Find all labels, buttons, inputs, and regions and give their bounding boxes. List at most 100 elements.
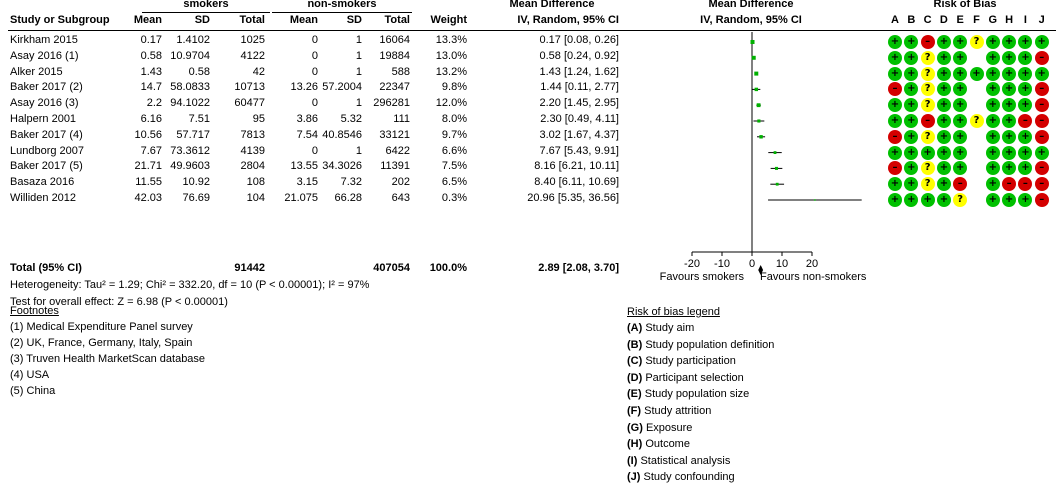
legend-item: (F) Study attrition	[627, 405, 711, 417]
legend-key: (I)	[627, 454, 638, 467]
study-name: Williden 2012	[10, 192, 77, 204]
heterogeneity-text: Heterogeneity: Tau² = 1.29; Chi² = 332.2…	[10, 279, 370, 291]
rob-dot-c: +	[920, 145, 935, 160]
md-ci: 0.58 [0.24, 0.92]	[539, 49, 619, 62]
md-header-plot: Mean Difference	[708, 0, 794, 10]
rob-dot-a: +	[888, 50, 902, 65]
mean-smokers: 42.03	[134, 192, 162, 204]
rob-dot-c: –	[920, 114, 935, 128]
md-ci: 0.17 [0.08, 0.26]	[539, 34, 619, 46]
rob-dot-g: +	[985, 145, 1000, 160]
study-name: Baker 2017 (5)	[10, 160, 83, 173]
legend-key: (H)	[627, 438, 643, 451]
weight: 6.5%	[441, 176, 467, 189]
mean-nonsmokers: 0	[311, 49, 318, 62]
study-name: Kirkham 2015	[10, 34, 78, 46]
total-nonsmokers: 588	[391, 65, 410, 78]
weight: 8.0%	[441, 113, 467, 125]
sd-smokers: 73.3612	[170, 144, 210, 157]
rob-dot-c: ?	[920, 98, 935, 113]
mean-nonsmokers: 3.15	[296, 176, 318, 189]
rob-dot-i: +	[1018, 193, 1033, 207]
sd-smokers: 10.9704	[170, 49, 210, 62]
rob-dot-g: +	[985, 129, 1000, 144]
md-ci: 2.30 [0.49, 4.11]	[540, 113, 619, 125]
rob-dot-a: +	[888, 114, 902, 128]
point-estimate	[750, 39, 755, 45]
rob-dot-h: +	[1002, 193, 1017, 207]
rob-dot-g: +	[985, 50, 1000, 65]
mean-nonsmokers: 13.26	[290, 81, 318, 94]
rob-header: Risk of Bias	[933, 0, 997, 10]
rob-dot-d: +	[936, 66, 951, 81]
rob-dot-i: +	[1018, 50, 1033, 65]
total-nonsmokers: 643	[391, 192, 410, 204]
rob-dot-a: +	[888, 193, 902, 207]
legend-key: (G)	[627, 421, 643, 434]
sd-nonsmokers: 1	[355, 65, 362, 78]
legend-key: (D)	[627, 371, 643, 384]
md-ci: 8.40 [6.11, 10.69]	[534, 176, 619, 189]
legend-text: Study aim	[642, 322, 695, 334]
rob-dot-c: ?	[920, 129, 935, 144]
total-nonsmokers: 16064	[379, 34, 410, 46]
rob-dot-j: –	[1034, 98, 1049, 113]
rob-dot-i: +	[1018, 82, 1033, 97]
footnote: (2) UK, France, Germany, Italy, Spain	[10, 337, 193, 349]
footnote: (5) China	[10, 385, 56, 397]
mean-smokers: 2.2	[146, 97, 162, 110]
mean-nonsmokers: 13.55	[290, 160, 318, 173]
footnotes-title: Footnotes	[10, 305, 59, 317]
rob-dot-c: +	[920, 193, 935, 207]
rob-dot-f: ?	[969, 114, 984, 128]
md-ci: 2.20 [1.45, 2.95]	[539, 97, 619, 110]
sd-nonsmokers: 66.28	[334, 192, 362, 204]
rob-dot-b: +	[904, 161, 919, 176]
mean-smokers: 6.16	[140, 113, 162, 125]
rob-dot-g: +	[985, 177, 1000, 192]
rob-dot-a: +	[888, 145, 902, 160]
rob-dot-g: +	[985, 114, 1000, 128]
rob-dot-e: +	[953, 82, 968, 97]
point-estimate	[756, 103, 761, 108]
non-smokers-header: non-smokers	[307, 0, 377, 10]
rob-dot-h: +	[1002, 82, 1017, 97]
md-ci: 8.16 [6.21, 10.11]	[534, 160, 619, 173]
weight: 6.6%	[441, 144, 467, 157]
x-tick-label: -10	[714, 258, 730, 270]
x-tick-label: 20	[806, 258, 818, 270]
legend-item: (B) Study population definition	[627, 339, 774, 351]
total-smokers: 95	[252, 113, 265, 125]
mean-nonsmokers: 3.86	[296, 113, 318, 125]
study-name: Lundborg 2007	[10, 144, 85, 157]
legend-item: (I) Statistical analysis	[627, 455, 730, 467]
sd-smokers: 10.92	[182, 176, 210, 189]
total-nonsmokers: 111	[393, 113, 410, 125]
mean-nonsmokers: 0	[311, 34, 318, 46]
legend-item: (E) Study population size	[627, 388, 749, 400]
weight: 7.5%	[441, 160, 467, 173]
rob-dot-b: +	[904, 66, 919, 81]
favours-nonsmokers-label: Favours non-smokers	[760, 271, 867, 283]
point-estimate	[757, 119, 761, 123]
rob-dot-a: –	[888, 129, 902, 144]
study-name: Asay 2016 (3)	[10, 97, 79, 110]
rob-dot-a: +	[888, 98, 902, 113]
rob-dot-b: +	[904, 114, 919, 128]
legend-text: Statistical analysis	[637, 454, 731, 467]
point-estimate	[773, 151, 777, 155]
rob-dot-h: +	[1002, 66, 1017, 81]
rob-dot-j: –	[1034, 177, 1049, 192]
sd-smokers: 94.1022	[170, 97, 210, 110]
total-smokers: 104	[246, 192, 265, 204]
rob-dot-d: +	[936, 161, 951, 176]
non-smokers-rule	[272, 12, 412, 13]
rob-dot-a: +	[888, 177, 902, 192]
rob-dot-b: +	[904, 98, 919, 113]
rob-dot-a: +	[888, 35, 902, 49]
total-smokers: 60477	[234, 97, 265, 110]
legend-item: (A) Study aim	[627, 322, 694, 334]
total-smokers: 7813	[240, 128, 265, 141]
smokers-header: smokers	[183, 0, 229, 10]
point-estimate	[774, 166, 778, 170]
